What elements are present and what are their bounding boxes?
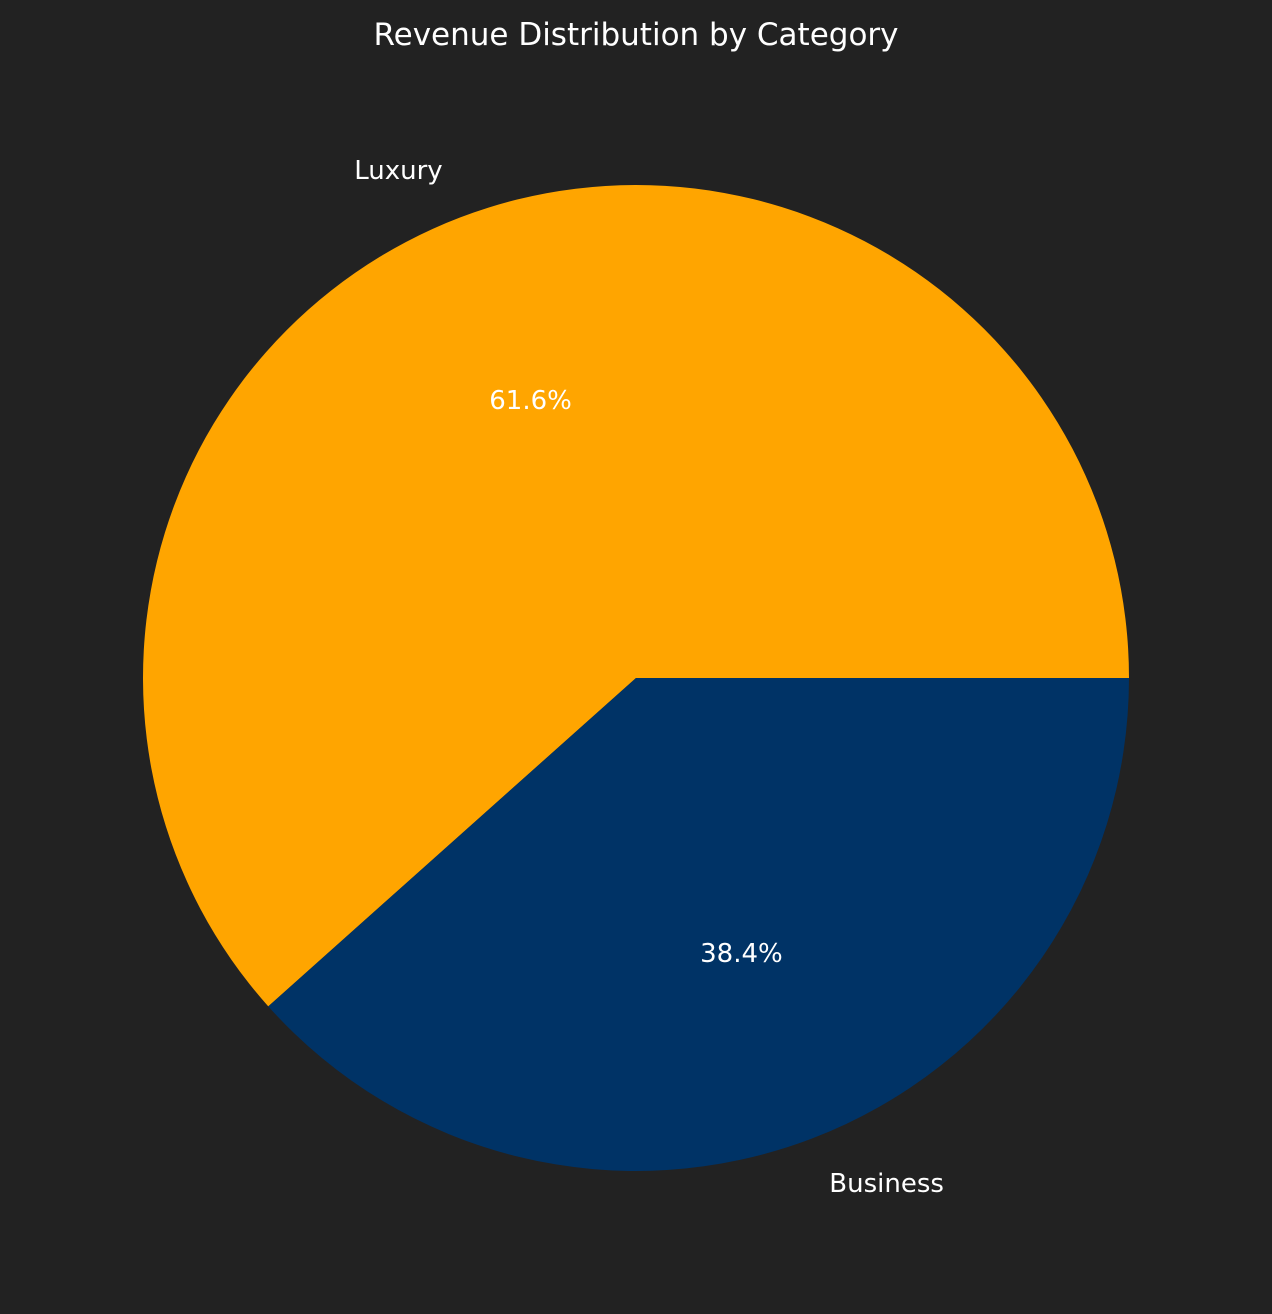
chart-title: Revenue Distribution by Category [373,17,898,53]
slice-label-luxury: Luxury [354,156,442,186]
slice-label-business: Business [829,1169,944,1199]
pie-slices [142,185,1130,1171]
pct-label-business: 38.4% [700,939,783,969]
pie-slice-luxury [142,185,1129,1007]
pie-slice-business [268,678,1130,1171]
pie-labels: Luxury 61.6% Business 38.4% [354,156,944,1199]
pct-label-luxury: 61.6% [489,386,572,416]
